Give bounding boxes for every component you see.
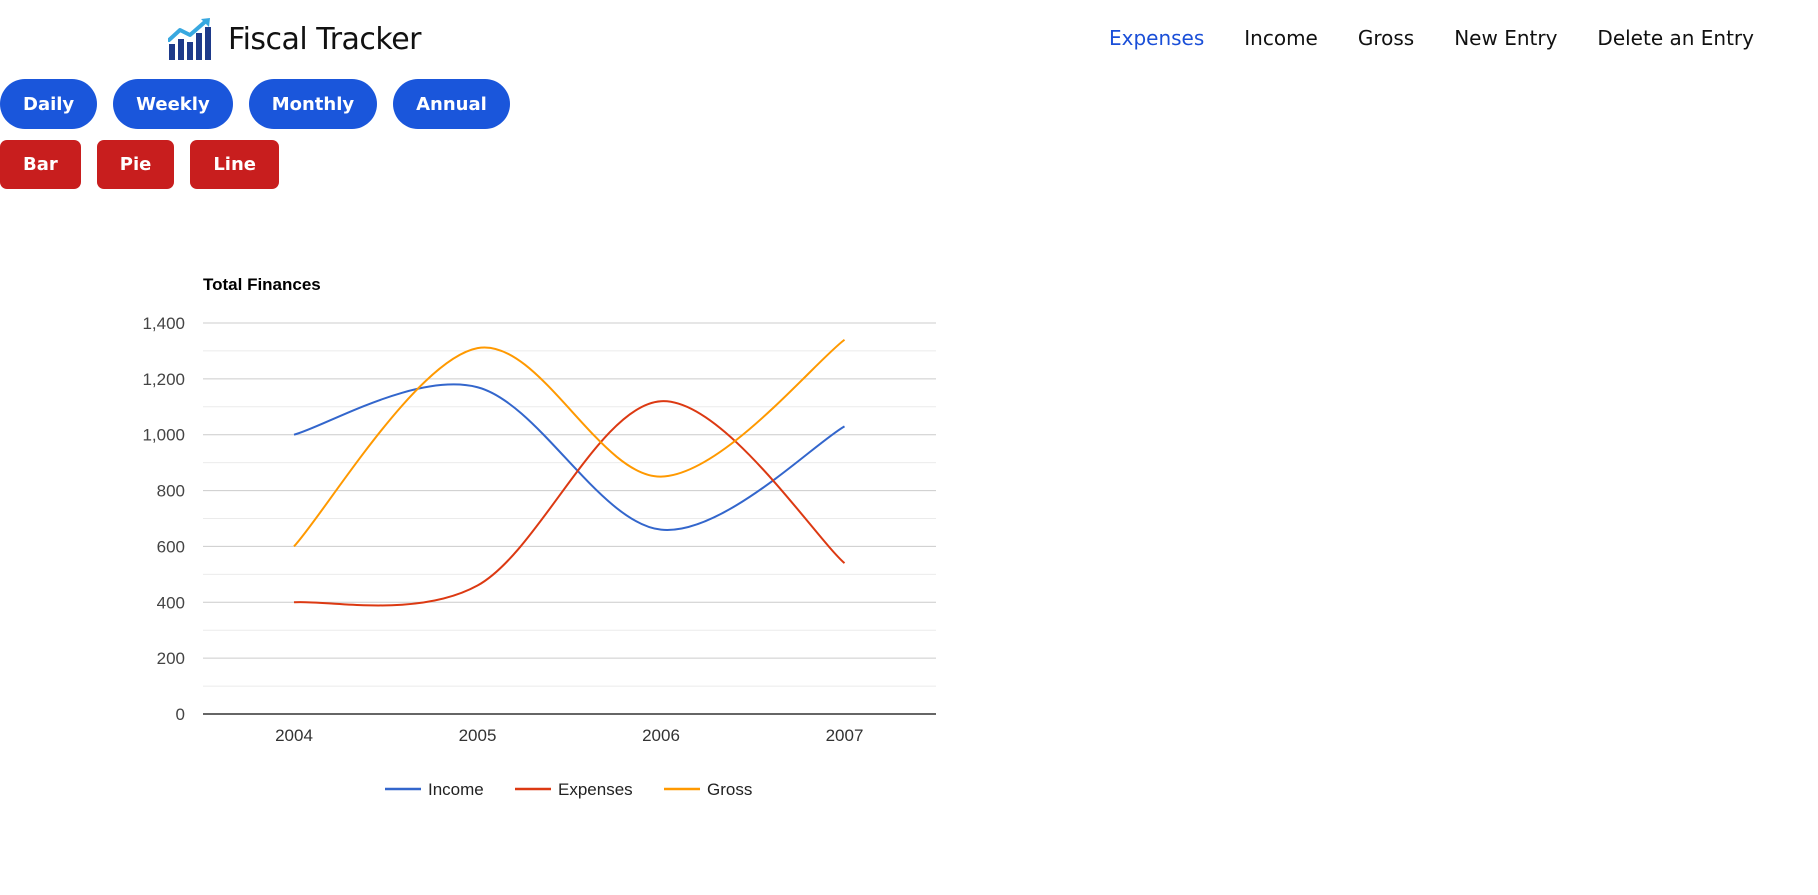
series-line-income [293,383,845,531]
series-line-gross [293,338,846,548]
nav-gross[interactable]: Gross [1357,26,1415,50]
chart-legend: Income Expenses Gross [385,780,752,799]
daily-button[interactable]: Daily [0,79,98,129]
x-tick-label: 2006 [642,726,680,745]
y-axis-ticks: 0 200 400 600 800 1,000 1,200 1,400 [142,314,185,724]
rising-bar-chart-icon [168,18,211,60]
pie-chart-button[interactable]: Pie [96,140,175,189]
nav-new-entry[interactable]: New Entry [1454,26,1558,50]
y-tick-label: 200 [157,649,185,668]
nav-income[interactable]: Income [1244,26,1318,50]
chart-series [293,338,846,607]
y-tick-label: 1,200 [142,370,185,389]
top-header: Fiscal Tracker Expenses Income Gross New… [0,0,1818,78]
bar-chart-button[interactable]: Bar [0,140,81,189]
legend-label-expenses: Expenses [558,780,633,799]
y-tick-label: 1,400 [142,314,185,333]
main-nav: Expenses Income Gross New Entry Delete a… [1109,26,1754,50]
y-tick-label: 0 [176,705,185,724]
x-axis-ticks: 2004 2005 2006 2007 [275,726,863,745]
app-title: Fiscal Tracker [228,21,422,57]
weekly-button[interactable]: Weekly [113,79,233,129]
y-tick-label: 800 [157,482,185,501]
y-tick-label: 400 [157,593,185,612]
nav-expenses[interactable]: Expenses [1108,26,1205,50]
y-tick-label: 600 [157,537,185,556]
series-line-expenses [293,400,846,607]
y-tick-label: 1,000 [142,426,185,445]
legend-label-gross: Gross [707,780,752,799]
period-selector: Daily Weekly Monthly Annual [0,79,510,129]
line-chart-button[interactable]: Line [190,140,279,189]
annual-button[interactable]: Annual [393,79,510,129]
chart-type-selector: Bar Pie Line [0,140,279,189]
monthly-button[interactable]: Monthly [248,79,378,129]
brand[interactable]: Fiscal Tracker [168,17,422,61]
legend-label-income: Income [428,780,484,799]
nav-delete-entry[interactable]: Delete an Entry [1597,26,1754,50]
chart-title: Total Finances [203,275,321,294]
x-tick-label: 2005 [459,726,497,745]
chart-gridlines [203,322,936,687]
x-tick-label: 2007 [826,726,864,745]
x-tick-label: 2004 [275,726,313,745]
